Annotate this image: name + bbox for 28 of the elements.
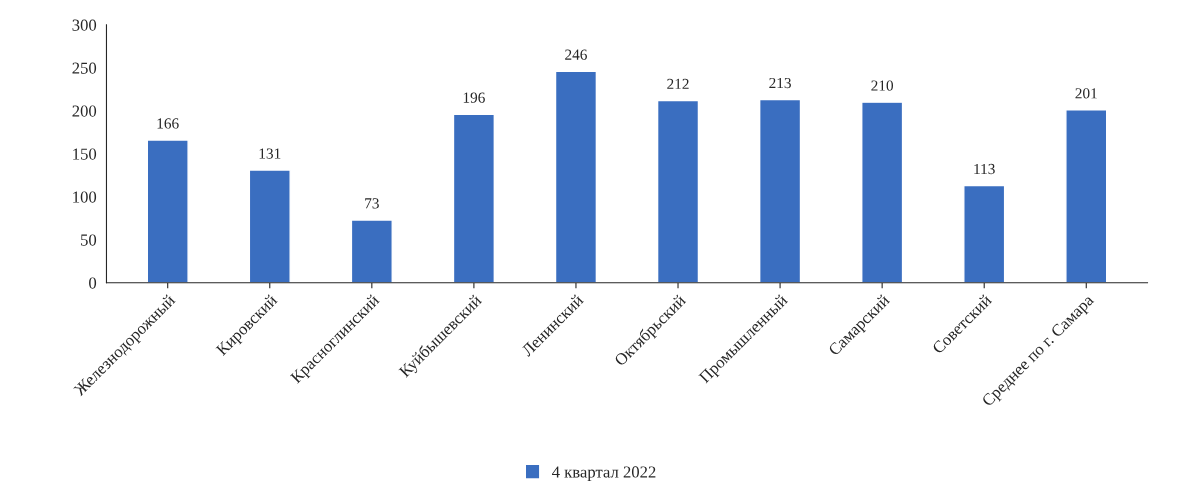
bar [248, 169, 291, 283]
data-label: 131 [259, 148, 281, 159]
data-label: 166 [157, 118, 179, 129]
y-tick-label: 150 [73, 148, 97, 160]
y-tick-label: 0 [89, 277, 97, 289]
data-label: 246 [565, 49, 587, 60]
y-tick-label: 50 [81, 234, 97, 246]
bar [963, 184, 1006, 283]
bar [656, 99, 700, 283]
data-label: 212 [667, 78, 689, 89]
y-tick-label: 100 [73, 191, 97, 203]
bar [146, 139, 189, 283]
data-label: 113 [974, 163, 995, 175]
data-label: 210 [871, 80, 894, 91]
data-label: 201 [1075, 88, 1097, 99]
y-tick-label: 200 [72, 105, 97, 117]
bar [452, 113, 496, 283]
bar [554, 70, 598, 283]
data-label: 73 [365, 198, 379, 209]
bar [350, 219, 393, 283]
data-label: 213 [769, 77, 791, 89]
bar [861, 101, 904, 283]
bar [758, 98, 802, 283]
legend-label: 4 квартал 2022 [552, 466, 656, 481]
data-label: 196 [463, 92, 485, 103]
y-tick-label: 250 [72, 62, 97, 74]
bar [1065, 109, 1108, 283]
y-tick-label: 300 [72, 19, 97, 31]
